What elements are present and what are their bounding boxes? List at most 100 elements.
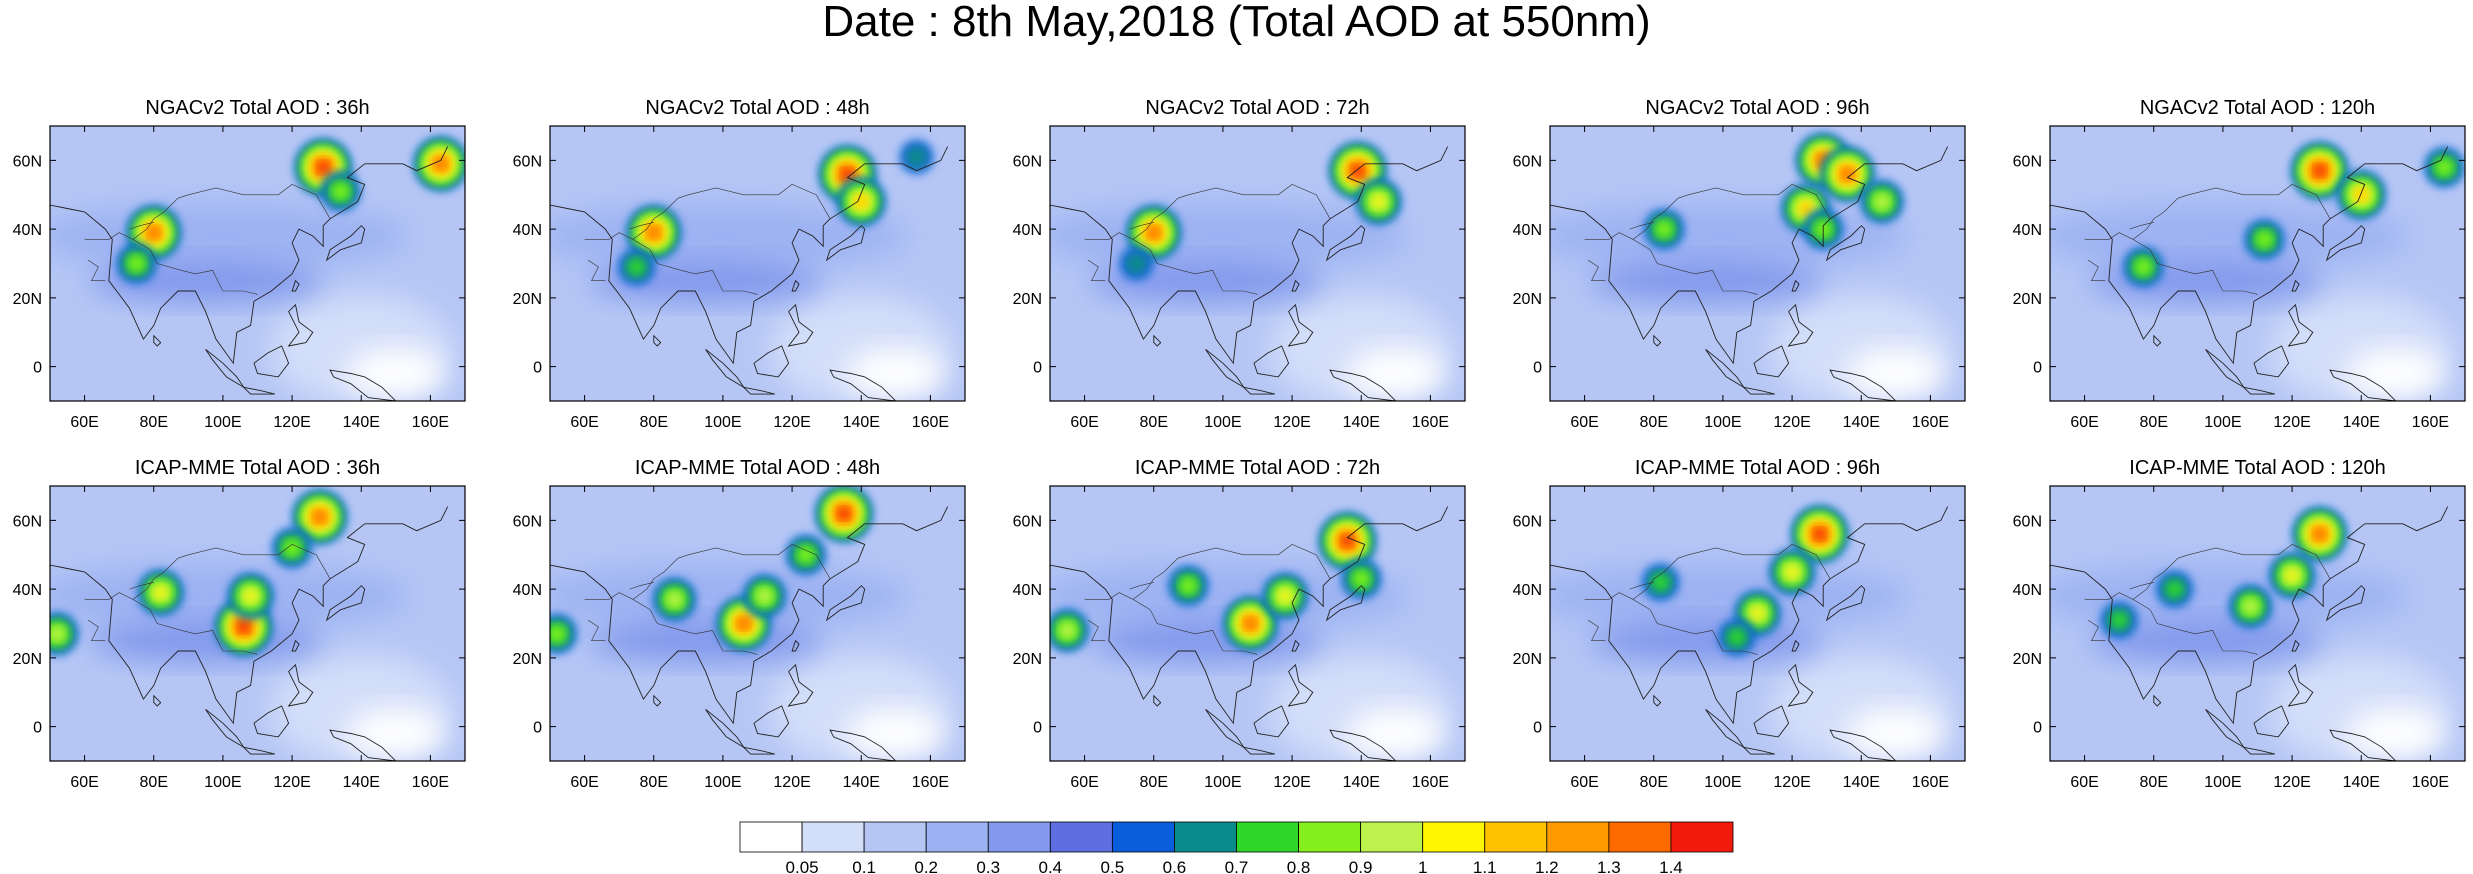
lat-tick-label: 40N xyxy=(2013,222,2042,239)
clean-region xyxy=(346,348,446,399)
map-panel: NGACv2 Total AOD : 120h 60E 80E 100E 120E 140… xyxy=(2013,97,2466,431)
country-border xyxy=(1129,222,1154,230)
lat-tick-label: 60N xyxy=(1013,513,1042,530)
colorbar-label: 0.7 xyxy=(1225,858,1249,874)
lon-tick-label: 140E xyxy=(1343,414,1380,431)
lat-tick-label: 40N xyxy=(13,222,42,239)
lat-tick-label: 0 xyxy=(533,720,542,737)
aod-field xyxy=(1050,486,1465,761)
lon-tick-label: 60E xyxy=(570,414,598,431)
lat-tick-label: 60N xyxy=(513,153,542,170)
coastline xyxy=(1791,639,1800,652)
aod-hotspot xyxy=(117,244,156,283)
aod-hotspot xyxy=(2293,507,2346,561)
colorbar-swatch xyxy=(739,821,803,853)
colorbar-swatch xyxy=(1049,821,1113,853)
country-border xyxy=(1132,239,1258,295)
clean-region xyxy=(1846,348,1946,399)
lat-tick-label: 20N xyxy=(513,651,542,668)
aod-hotspot xyxy=(228,574,273,618)
coastline xyxy=(291,639,300,652)
map-panel: ICAP-MME Total AOD : 72h 60E 80E 100E 120E 14… xyxy=(1013,457,1466,791)
coastline xyxy=(1653,694,1662,707)
lon-tick-label: 140E xyxy=(2343,414,2380,431)
colorbar-label: 0.6 xyxy=(1163,858,1187,874)
coastline xyxy=(2287,663,2314,707)
clean-region xyxy=(2346,708,2446,759)
aod-hotspot xyxy=(837,178,885,226)
mid-aod-band xyxy=(2089,618,2322,663)
coastline xyxy=(287,663,314,707)
aod-hotspot xyxy=(743,575,786,617)
map-frame xyxy=(1049,485,1466,762)
lon-tick-label: 120E xyxy=(2273,414,2310,431)
mid-aod-band xyxy=(550,563,910,629)
lon-tick-label: 120E xyxy=(273,414,310,431)
lon-tick-label: 120E xyxy=(773,774,810,791)
colorbar-swatch xyxy=(1670,821,1734,853)
lat-tick-label: 20N xyxy=(1013,291,1042,308)
clean-region xyxy=(1346,348,1446,399)
colorbar-swatch xyxy=(1546,821,1610,853)
lat-tick-label: 60N xyxy=(13,513,42,530)
coastline xyxy=(1742,386,1775,395)
lon-tick-label: 60E xyxy=(1570,414,1598,431)
lat-tick-label: 20N xyxy=(13,651,42,668)
coastline xyxy=(1787,303,1814,347)
panel-title: ICAP-MME Total AOD : 72h xyxy=(1135,457,1380,479)
lon-tick-label: 80E xyxy=(1140,774,1168,791)
lon-tick-label: 60E xyxy=(1070,774,1098,791)
colorbar-swatch xyxy=(863,821,927,853)
map-frame xyxy=(2049,125,2466,402)
lat-tick-label: 0 xyxy=(33,720,42,737)
country-border xyxy=(87,259,106,282)
aod-hotspot xyxy=(272,528,312,568)
coastline xyxy=(1829,369,1897,401)
country-border xyxy=(1587,619,1606,642)
lon-tick-label: 100E xyxy=(1704,774,1741,791)
coastline xyxy=(550,146,949,365)
lon-tick-label: 100E xyxy=(1704,414,1741,431)
aod-hotspot xyxy=(550,614,577,654)
lat-tick-label: 40N xyxy=(13,582,42,599)
lat-tick-label: 0 xyxy=(1033,360,1042,377)
coastline xyxy=(1253,705,1290,738)
map-panel: NGACv2 Total AOD : 48h 60E 80E 100E 120E 140E… xyxy=(513,97,966,431)
aod-field xyxy=(1050,126,1465,401)
lat-tick-label: 40N xyxy=(513,582,542,599)
lon-tick-label: 100E xyxy=(704,414,741,431)
lon-tick-label: 60E xyxy=(2070,774,2098,791)
coastline xyxy=(329,369,397,401)
coastline xyxy=(1287,303,1314,347)
lon-tick-label: 100E xyxy=(704,774,741,791)
coastline xyxy=(1742,746,1775,755)
lon-tick-label: 60E xyxy=(70,774,98,791)
panel-title: ICAP-MME Total AOD : 120h xyxy=(2129,457,2385,479)
colorbar-label: 0.2 xyxy=(914,858,938,874)
coastline xyxy=(1242,746,1275,755)
lon-tick-label: 160E xyxy=(2412,414,2449,431)
coastline xyxy=(829,369,897,401)
aod-hotspot xyxy=(1319,513,1376,569)
lat-tick-label: 20N xyxy=(1513,651,1542,668)
coastline xyxy=(1550,506,1949,725)
lon-tick-label: 80E xyxy=(640,414,668,431)
country-border xyxy=(2129,222,2154,230)
country-border xyxy=(1629,222,1654,230)
coastline xyxy=(1753,705,1790,738)
lon-tick-label: 100E xyxy=(1204,774,1241,791)
aod-hotspot xyxy=(816,486,872,542)
aod-field xyxy=(2050,486,2465,761)
lon-tick-label: 80E xyxy=(140,774,168,791)
colorbar-label: 0.1 xyxy=(852,858,876,874)
lon-tick-label: 140E xyxy=(2343,774,2380,791)
clean-region xyxy=(846,708,946,759)
panel-title: ICAP-MME Total AOD : 96h xyxy=(1635,457,1880,479)
lat-tick-label: 20N xyxy=(513,291,542,308)
country-border xyxy=(2087,259,2106,282)
lat-tick-label: 20N xyxy=(2013,291,2042,308)
lat-tick-label: 60N xyxy=(13,153,42,170)
lon-tick-label: 140E xyxy=(1843,414,1880,431)
